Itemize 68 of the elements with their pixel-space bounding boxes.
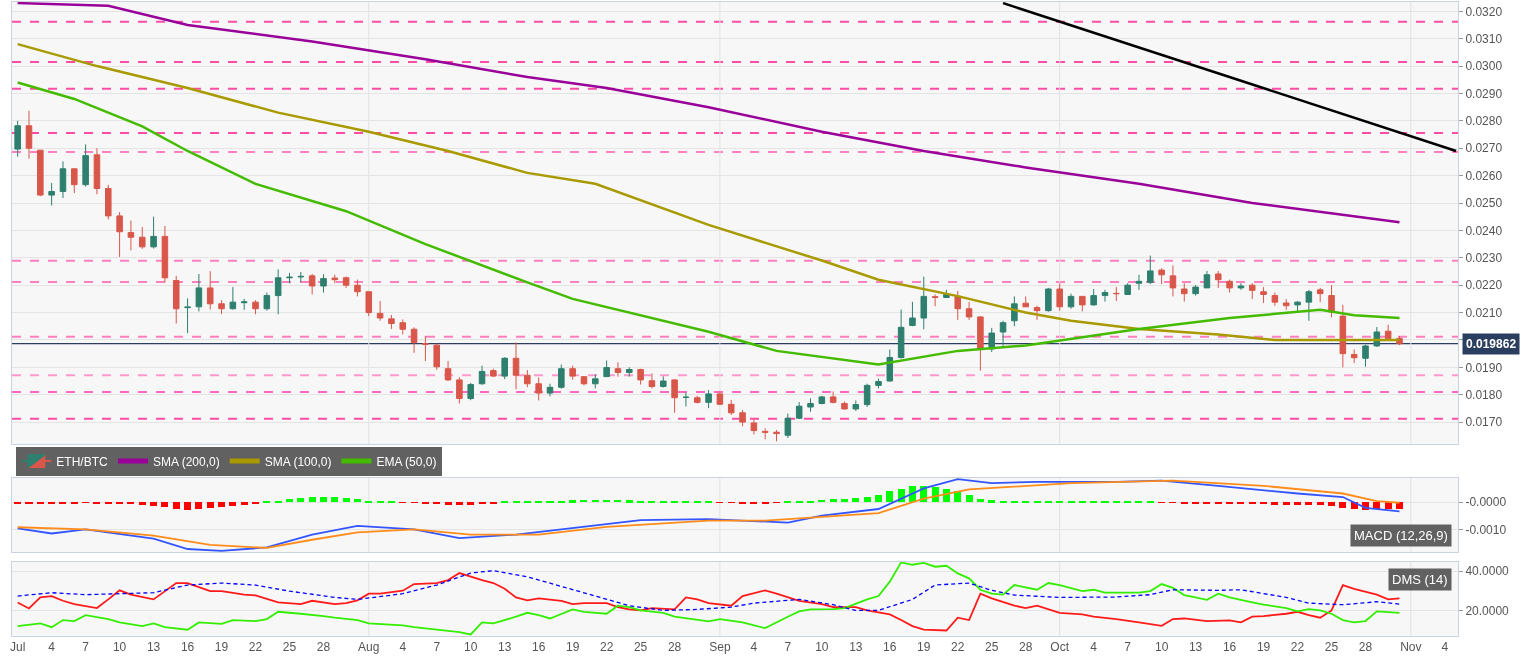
x-tick-label: 7 [82,640,90,655]
x-tick-label: 13 [498,640,512,655]
x-tick-label: 16 [883,640,897,655]
y-tick-label: 0.0270 [1465,141,1503,156]
x-tick-label: Jul [9,640,26,655]
x-tick-label: 13 [849,640,863,655]
x-tick-label: 4 [750,640,758,655]
x-tick-label: 25 [633,640,648,655]
x-tick-label: 7 [784,640,792,655]
legend-label: SMA (100,0) [264,454,332,469]
x-tick-label: 22 [951,640,965,655]
y-tick-label: -0.0010 [1465,522,1507,537]
x-tick-label: 10 [112,640,127,655]
x-tick-label: 4 [48,640,56,655]
x-tick-label: 28 [667,640,682,655]
legend-label: ETH/BTC [56,454,109,469]
x-tick-label: 19 [1256,640,1271,655]
y-tick-label: -0.0000 [1465,495,1507,510]
text: MACD (12,26,9) [1354,528,1448,543]
y-tick-label: 0.0280 [1465,114,1503,129]
x-tick-label: 28 [1358,640,1373,655]
y-tick-label: 40.0000 [1465,564,1510,579]
x-tick-label: 19 [214,640,229,655]
x-tick-label: 13 [1188,640,1203,655]
ref-line-label: 0.019862 [1466,337,1517,351]
x-tick-label: 22 [599,640,614,655]
y-tick-label: 0.0210 [1465,305,1503,320]
x-tick-label: 4 [1090,640,1098,655]
x-tick-label: Aug [358,640,380,655]
x-tick-label: 19 [565,640,580,655]
y-tick-label: 0.0300 [1465,59,1503,74]
y-tick-label: 0.0310 [1465,31,1503,46]
x-tick-label: 22 [1290,640,1305,655]
y-tick-label: 0.0260 [1465,168,1503,183]
x-tick-label: 22 [248,640,263,655]
x-tick-label: Nov [1400,640,1422,655]
x-tick-label: Sep [709,640,731,655]
y-tick-label: 0.0190 [1465,360,1503,375]
x-tick-label: Oct [1050,640,1070,655]
y-tick-label: 0.0290 [1465,86,1503,101]
x-tick-label: 19 [917,640,931,655]
x-tick-label: 16 [180,640,195,655]
x-tick-label: 4 [399,640,407,655]
y-tick-label: 20.0000 [1465,603,1510,618]
x-tick-label: 10 [1154,640,1169,655]
x-tick-label: 7 [433,640,441,655]
text: DMS (14) [1392,572,1448,587]
x-tick-label: 16 [532,640,546,655]
x-tick-label: 10 [815,640,829,655]
y-tick-label: 0.0170 [1465,415,1503,430]
y-tick-label: 0.0250 [1465,196,1503,211]
legend-label: EMA (50,0) [376,454,437,469]
legend-label: SMA (200,0) [153,454,220,469]
x-tick-label: 25 [985,640,999,655]
x-tick-label: 28 [1019,640,1033,655]
y-tick-label: 0.0240 [1465,223,1503,238]
x-tick-label: 13 [146,640,161,655]
x-tick-label: 4 [1441,640,1449,655]
y-tick-label: 0.0180 [1465,387,1503,402]
x-tick-label: 25 [282,640,297,655]
y-tick-label: 0.0220 [1465,278,1503,293]
x-tick-label: 10 [464,640,478,655]
y-tick-label: 0.0320 [1465,4,1503,19]
x-tick-label: 25 [1324,640,1339,655]
x-tick-label: 16 [1222,640,1237,655]
y-tick-label: 0.0230 [1465,250,1503,265]
x-tick-label: 7 [1124,640,1132,655]
x-tick-label: 28 [316,640,331,655]
